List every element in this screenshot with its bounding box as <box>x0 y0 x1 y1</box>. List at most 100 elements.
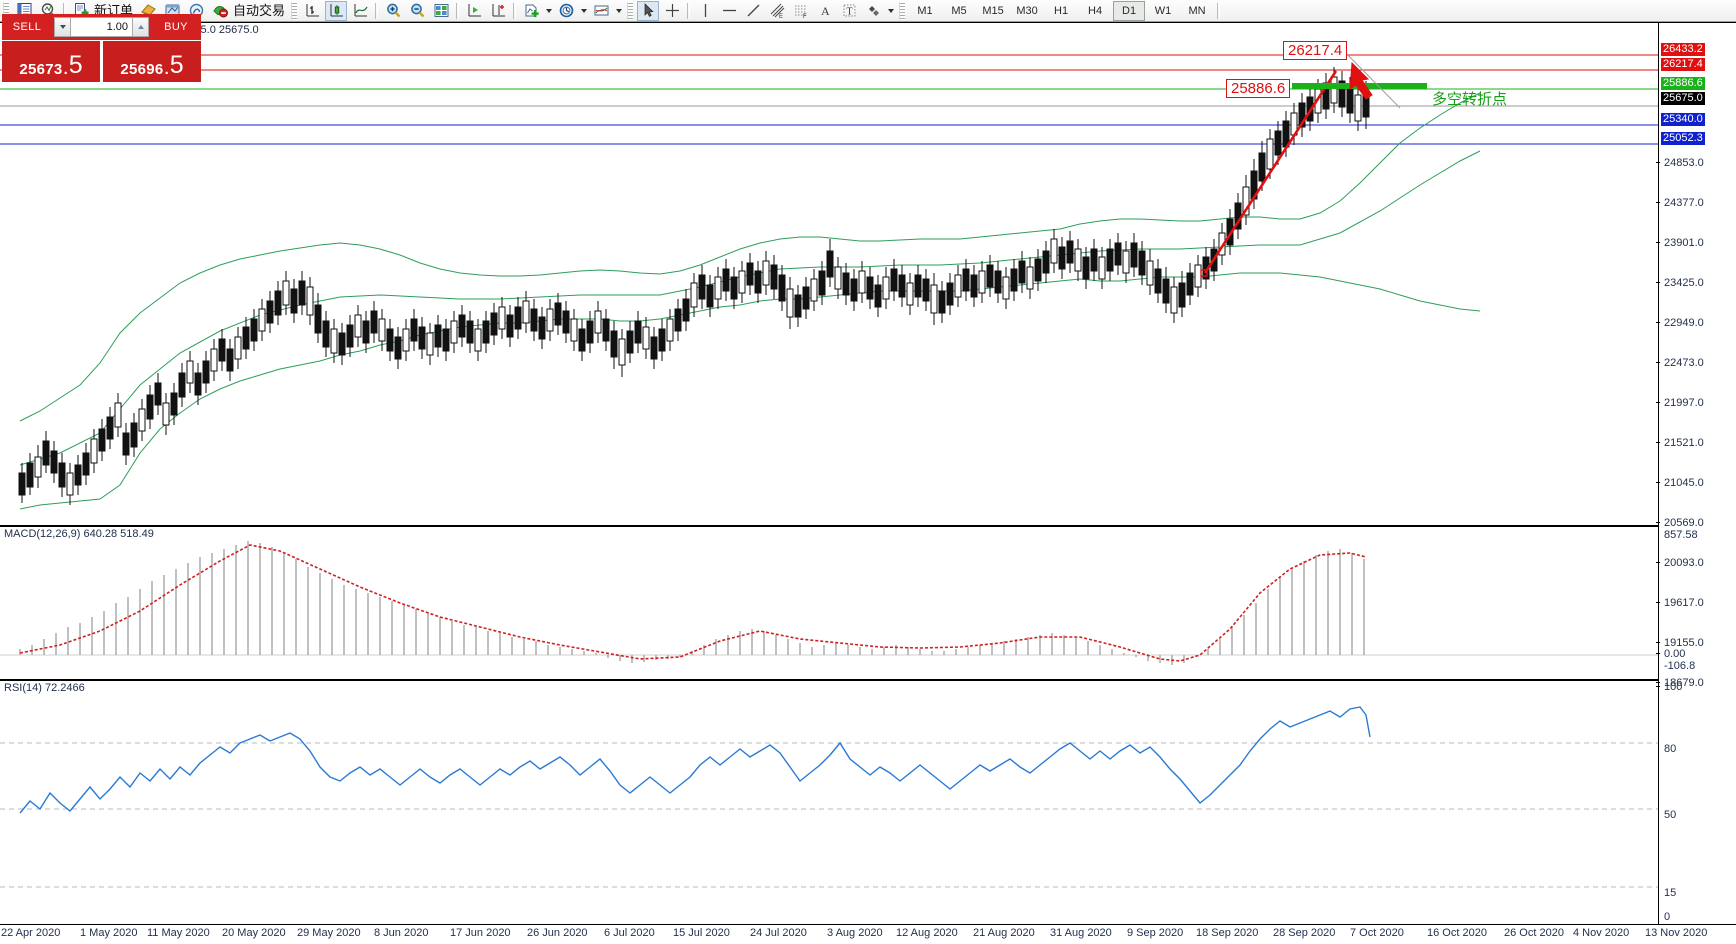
timeframe-h1[interactable]: H1 <box>1054 4 1069 17</box>
periods-icon[interactable] <box>555 1 577 21</box>
axis-tick-24853: 24853.0 <box>1656 157 1736 169</box>
equidistant-channel-icon[interactable]: E <box>766 1 788 21</box>
price-badge-stop[interactable]: 25340.0 <box>1661 113 1705 126</box>
date-label-0: 22 Apr 2020 <box>1 927 61 939</box>
price-badge-last[interactable]: 25675.0 <box>1661 92 1705 105</box>
buy-button[interactable]: BUY <box>151 14 201 40</box>
date-axis[interactable]: 22 Apr 2020 1 May 2020 11 May 2020 20 Ma… <box>0 924 1736 944</box>
axis-tick-21997: 21997.0 <box>1656 397 1736 409</box>
volume-decrement-icon[interactable] <box>54 17 71 37</box>
axis-tick-rsi-80: 80 <box>1664 743 1677 755</box>
autotrading-icon[interactable] <box>209 1 231 21</box>
date-label-17: 28 Sep 2020 <box>1273 927 1336 939</box>
auto-scroll-icon[interactable] <box>463 1 485 21</box>
date-label-7: 26 Jun 2020 <box>527 927 588 939</box>
date-label-16: 18 Sep 2020 <box>1196 927 1259 939</box>
svg-text:A: A <box>821 4 830 18</box>
date-label-21: 4 Nov 2020 <box>1573 927 1630 939</box>
timeframe-m5[interactable]: M5 <box>951 4 967 17</box>
toolbar-grip-3[interactable] <box>627 1 634 20</box>
tile-windows-icon[interactable] <box>430 1 452 21</box>
chart-shift-icon[interactable] <box>487 1 509 21</box>
toolbar-grip-2[interactable] <box>291 1 298 20</box>
timeframe-m1[interactable]: M1 <box>917 4 933 17</box>
text-label-icon[interactable]: A <box>814 1 836 21</box>
date-label-10: 24 Jul 2020 <box>750 927 807 939</box>
svg-text:F: F <box>803 14 807 19</box>
new-order-icon[interactable] <box>70 1 92 21</box>
buy-price-fraction: 5 <box>169 51 184 80</box>
templates-icon[interactable] <box>590 1 612 21</box>
periods-chevron-down-icon[interactable] <box>578 1 589 21</box>
macd-pane[interactable] <box>0 527 1658 677</box>
pane-separator-rsi[interactable] <box>0 679 1736 681</box>
new-order-label[interactable]: 新订单 <box>94 2 134 18</box>
timeframe-d1[interactable]: D1 <box>1113 0 1146 21</box>
volume-input[interactable]: 1.00 <box>71 17 132 37</box>
zoom-in-icon[interactable] <box>382 1 404 21</box>
axis-tick-22473: 22473.0 <box>1656 357 1736 369</box>
axis-tick-macd-max: 857.58 <box>1664 529 1698 541</box>
toolbar-grip-4[interactable] <box>899 1 906 20</box>
buy-price-quote[interactable]: 25696 . 5 <box>103 41 201 82</box>
sell-price-quote[interactable]: 25673 . 5 <box>2 41 100 82</box>
one-click-trading-panel[interactable]: SELL 1.00 BUY 25673 . 5 25696 . 5 <box>2 14 201 82</box>
date-label-11: 3 Aug 2020 <box>827 927 883 939</box>
sell-price-integer: 25673 <box>19 61 63 78</box>
vertical-line-icon[interactable] <box>694 1 716 21</box>
timeframe-m15[interactable]: M15 <box>982 4 1004 17</box>
price-badge-support[interactable]: 25886.6 <box>1661 77 1705 90</box>
horizontal-line-icon[interactable] <box>718 1 740 21</box>
price-badge-resistance[interactable]: 26217.4 <box>1661 58 1705 71</box>
bar-chart-icon[interactable] <box>301 1 323 21</box>
price-badge-lower[interactable]: 25052.3 <box>1661 132 1705 145</box>
date-label-22: 13 Nov 2020 <box>1645 927 1708 939</box>
toolbar-separator-6 <box>687 2 691 19</box>
zoom-out-icon[interactable] <box>406 1 428 21</box>
auto-trading-label[interactable]: 自动交易 <box>233 2 286 18</box>
add-indicator-chevron-down-icon[interactable] <box>543 1 554 21</box>
chart-window[interactable]: JPN225-, Daily 25867.5 25917.5 25645.0 2… <box>0 22 1736 944</box>
price-badge-take-profit[interactable]: 26433.2 <box>1661 43 1705 56</box>
price-tag-high[interactable]: 26217.4 <box>1283 41 1348 60</box>
price-chart-canvas[interactable] <box>0 33 1658 525</box>
shapes-icon[interactable] <box>862 1 884 21</box>
timeframe-h4[interactable]: H4 <box>1088 4 1103 17</box>
volume-stepper[interactable]: 1.00 <box>52 14 151 40</box>
timeframe-mn[interactable]: MN <box>1188 4 1206 17</box>
sell-button[interactable]: SELL <box>2 14 52 40</box>
candlestick-chart-icon[interactable] <box>325 0 348 21</box>
pane-separator-macd[interactable] <box>0 525 1736 527</box>
trendline-icon[interactable] <box>742 1 764 21</box>
bollinger-middle-band <box>19 150 1481 466</box>
cursor-icon[interactable] <box>637 0 660 21</box>
rsi-pane[interactable] <box>0 681 1658 925</box>
rsi-canvas[interactable] <box>0 681 1658 925</box>
rsi-label: RSI(14) 72.2466 <box>4 682 85 694</box>
uptrend-line <box>1203 70 1338 274</box>
templates-chevron-down-icon[interactable] <box>613 1 624 21</box>
axis-tick-rsi-0: 0 <box>1664 911 1671 923</box>
line-chart-icon[interactable] <box>349 1 371 21</box>
axis-tick-20093: 20093.0 <box>1656 557 1736 569</box>
timeframe-w1[interactable]: W1 <box>1154 4 1172 17</box>
text-box-icon[interactable]: T <box>838 1 860 21</box>
date-label-5: 8 Jun 2020 <box>374 927 429 939</box>
add-indicator-icon[interactable] <box>520 1 542 21</box>
date-label-20: 26 Oct 2020 <box>1504 927 1564 939</box>
date-label-18: 7 Oct 2020 <box>1350 927 1404 939</box>
price-axis[interactable]: 24853.0 24377.0 23901.0 23425.0 22949.0 … <box>1656 23 1736 944</box>
macd-canvas[interactable] <box>0 527 1658 677</box>
date-label-1: 1 May 2020 <box>80 927 138 939</box>
shapes-chevron-down-icon[interactable] <box>885 1 896 21</box>
toolbar-grip[interactable] <box>3 1 9 20</box>
timeframe-m30[interactable]: M30 <box>1016 4 1038 17</box>
trade-panel-quotes: 25673 . 5 25696 . 5 <box>2 41 201 82</box>
price-pane[interactable]: 26217.4 25886.6 多空转折点 <box>0 33 1658 525</box>
turning-point-note[interactable]: 多空转折点 <box>1432 91 1508 108</box>
crosshair-icon[interactable] <box>661 1 683 21</box>
fibonacci-icon[interactable]: F <box>790 1 812 21</box>
axis-tick-18679: 18679.0 <box>1656 677 1736 689</box>
volume-increment-icon[interactable] <box>132 17 149 37</box>
price-tag-breakout[interactable]: 25886.6 <box>1226 79 1291 98</box>
